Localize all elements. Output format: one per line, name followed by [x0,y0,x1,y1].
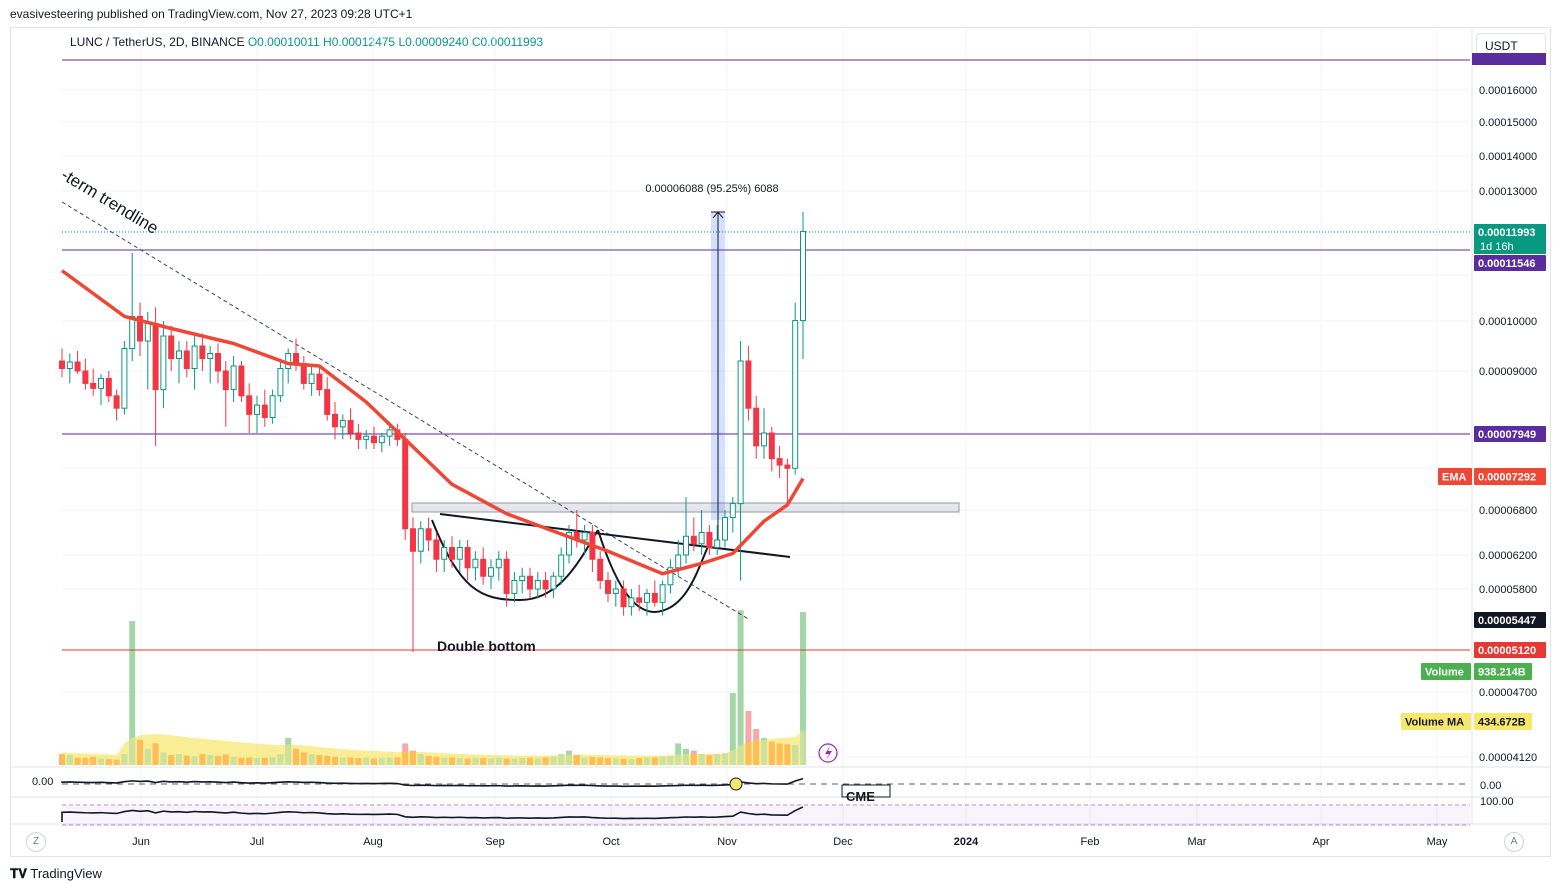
auto-scale-button[interactable]: A [1504,832,1524,852]
tradingview-logo-icon: 𝐓𝐕 [10,866,27,881]
chart-frame [10,27,1551,857]
ohlc-high: H0.00012475 [323,35,396,49]
footer-brand: 𝐓𝐕 TradingView [10,866,102,882]
ohlc-close: C0.00011993 [471,35,544,49]
publish-info: evasivesteering published on TradingView… [10,7,413,21]
ohlc-low: L0.00009240 [398,35,469,49]
zoom-reset-button[interactable]: Z [26,832,46,852]
ohlc-open: O0.00010011 [247,35,320,49]
currency-button[interactable]: USDT [1476,33,1546,57]
symbol-name[interactable]: LUNC / TetherUS, 2D, BINANCE [70,35,245,49]
brand-label: TradingView [30,866,102,881]
symbol-legend: LUNC / TetherUS, 2D, BINANCE O0.00010011… [70,35,543,49]
